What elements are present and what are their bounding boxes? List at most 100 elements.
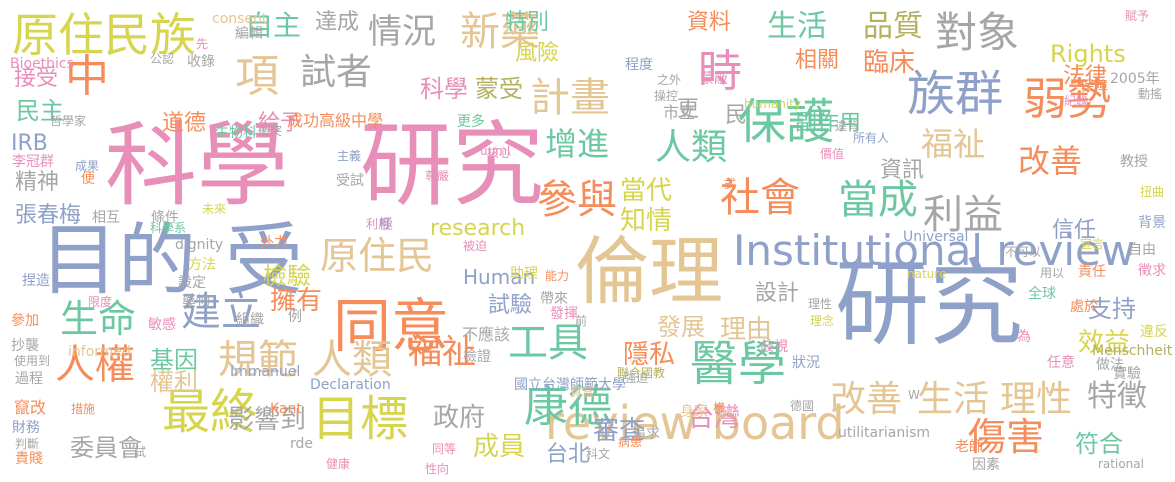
word-34: 人類: [312, 337, 392, 383]
word-162: 因素: [972, 457, 1000, 473]
word-141: 價值: [820, 147, 845, 161]
word-31: 目標: [312, 391, 409, 447]
word-177: 能力: [545, 269, 570, 283]
word-130: 更多: [457, 114, 485, 130]
word-68: 成功高級中學: [287, 111, 384, 130]
word-76: 基因: [150, 346, 198, 374]
word-203: 相互: [92, 210, 120, 226]
word-71: 信任: [1052, 218, 1097, 243]
word-20: 人類: [655, 127, 728, 168]
word-17: 弱勢: [1023, 74, 1111, 125]
word-185: 藥物: [182, 294, 210, 310]
word-208: W: [908, 388, 920, 402]
word-150: 責任: [1078, 264, 1106, 280]
word-116: 2005年: [1110, 71, 1160, 87]
word-50: 擁有: [270, 286, 323, 316]
word-169: 貧富: [570, 385, 595, 399]
word-28: 醫學: [690, 336, 787, 392]
word-178: 助理: [510, 266, 538, 282]
word-136: 保障: [1080, 79, 1108, 95]
word-62: Rights: [1050, 40, 1126, 68]
word-11: 情況: [368, 12, 436, 52]
word-201: 科學系: [150, 221, 187, 235]
word-40: 生活: [917, 379, 990, 420]
word-153: 理念: [810, 314, 835, 328]
word-164: 身家: [680, 404, 708, 420]
word-127: 受試: [336, 173, 364, 189]
word-123: 成果: [75, 159, 100, 173]
word-205: 便: [81, 171, 95, 187]
word-135: 紀錄: [1064, 94, 1089, 108]
word-155: 違反: [1140, 324, 1168, 340]
word-14: 時: [698, 46, 742, 97]
word-100: 聯合國教: [617, 366, 666, 380]
word-158: 任意: [1047, 355, 1075, 371]
word-21: 參與: [537, 177, 617, 223]
word-43: 傷害: [968, 415, 1045, 459]
word-189: 限度: [88, 295, 113, 309]
word-66: 道德: [162, 111, 207, 136]
word-32: 人權: [55, 342, 135, 388]
word-22: 社會: [720, 175, 800, 221]
word-82: 台灣: [688, 403, 741, 433]
word-114: rde: [290, 436, 314, 452]
word-206: 先: [196, 37, 209, 51]
word-69: 副作用: [795, 111, 862, 136]
word-180: 利用: [366, 217, 391, 231]
word-113: Kant: [270, 401, 302, 417]
word-75: 張春梅: [15, 203, 82, 228]
word-80: 政府: [433, 403, 486, 433]
word-131: 程度: [625, 57, 653, 73]
word-53: 生活: [767, 9, 827, 44]
word-166: 追求: [632, 426, 660, 442]
word-74: 精神: [15, 170, 60, 195]
word-186: 組織: [236, 312, 264, 328]
word-181: 極: [379, 217, 393, 233]
word-193: 使用到: [14, 354, 51, 368]
word-168: 科文: [586, 447, 611, 461]
word-95: 更: [677, 97, 700, 122]
word-1: 科學: [105, 112, 290, 219]
word-128: 尊嚴: [425, 169, 450, 183]
word-151: 全球: [1028, 286, 1056, 302]
word-118: 編輯: [235, 26, 263, 42]
word-179: 被迫: [463, 239, 488, 253]
word-184: 設定: [178, 275, 206, 291]
word-86: 理由: [720, 315, 773, 345]
word-4: 倫理: [575, 229, 723, 315]
word-104: Menschheit: [1092, 343, 1173, 359]
word-103: Universal: [903, 229, 969, 245]
word-46: 福祉: [408, 332, 476, 372]
word-81: 審查: [593, 416, 646, 446]
word-165: 樣: [713, 401, 726, 415]
word-105: informed: [68, 344, 131, 360]
word-92: 符合: [1075, 430, 1123, 458]
word-175: 帶來: [540, 291, 568, 307]
word-199: 貴賤: [15, 451, 43, 467]
word-24: 利益: [923, 192, 1003, 238]
word-145: 自由: [1128, 242, 1156, 258]
word-29: 康德: [524, 381, 612, 432]
word-63: 法律: [1063, 64, 1108, 89]
word-198: 判斷: [15, 437, 40, 451]
word-19: 增進: [545, 125, 610, 163]
word-122: 李冠群: [12, 154, 54, 170]
word-143: 扭曲: [1140, 185, 1165, 199]
word-91: 效益: [1078, 328, 1131, 358]
word-121: 哲學家: [50, 114, 87, 128]
word-51: research: [430, 216, 526, 241]
word-27: 同意: [333, 292, 450, 360]
word-42: 特徵: [1087, 379, 1147, 414]
word-77: 權利: [150, 368, 198, 396]
word-167: 病患: [618, 435, 643, 449]
word-160: 狀況: [792, 355, 820, 371]
word-25: Institutional review: [733, 226, 1136, 275]
word-37: 生命: [60, 297, 137, 341]
word-6: 受: [225, 216, 304, 306]
word-96: 民: [725, 103, 748, 128]
word-173: 檢證: [463, 349, 491, 365]
word-147: 不可以: [1005, 245, 1042, 259]
word-16: 族群: [907, 66, 1004, 122]
word-191: 敏感: [148, 317, 176, 333]
word-99: 不應該: [462, 325, 511, 344]
